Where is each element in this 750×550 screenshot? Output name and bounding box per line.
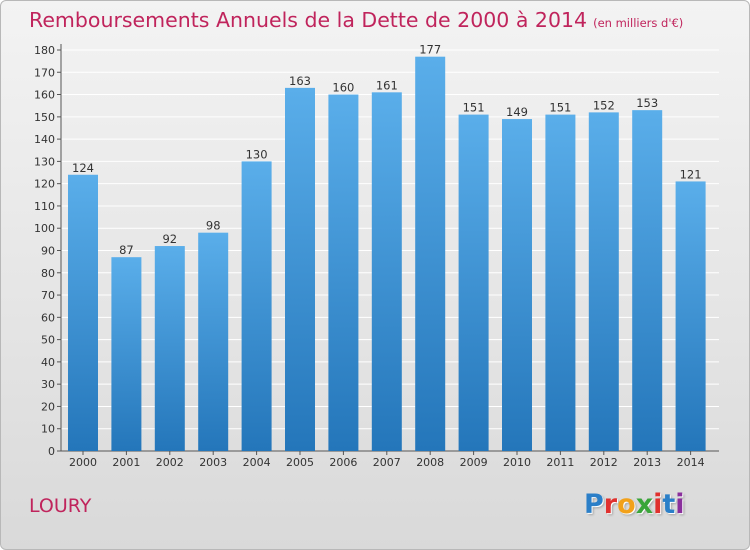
x-tick-label: 2001	[112, 456, 140, 469]
bar	[415, 56, 446, 451]
bar	[545, 114, 576, 451]
x-tick-label: 2000	[69, 456, 97, 469]
data-label: 160	[332, 81, 354, 95]
data-label: 161	[376, 78, 398, 92]
y-tick-label: 170	[34, 66, 55, 79]
data-label: 152	[593, 98, 615, 112]
bars	[68, 56, 706, 452]
y-tick-label: 100	[34, 222, 55, 235]
x-tick-label: 2010	[503, 456, 531, 469]
y-tick-label: 30	[41, 378, 55, 391]
y-tick-label: 20	[41, 400, 55, 413]
data-label: 98	[206, 219, 221, 233]
data-label: 130	[246, 147, 268, 161]
title-unit: (en milliers d'€)	[593, 16, 684, 30]
logo-letter: t	[662, 489, 676, 520]
data-label: 177	[419, 43, 441, 57]
data-label: 121	[680, 167, 702, 181]
x-tick-label: 2002	[156, 456, 184, 469]
bar	[241, 161, 272, 451]
data-label: 153	[636, 96, 658, 110]
y-tick-label: 140	[34, 133, 55, 146]
bar	[588, 112, 619, 451]
logo-letter: x	[635, 489, 654, 520]
x-tick-label: 2007	[373, 456, 401, 469]
bar	[632, 110, 663, 452]
x-tick-label: 2008	[416, 456, 444, 469]
y-tick-label: 150	[34, 111, 55, 124]
bar	[502, 119, 532, 452]
logo-letter: P	[584, 489, 604, 520]
data-label: 92	[162, 232, 177, 246]
x-tick-label: 2004	[243, 456, 271, 469]
x-tick-label: 2009	[460, 456, 488, 469]
logo-letter: i	[675, 489, 685, 520]
y-tick-label: 50	[41, 334, 55, 347]
data-label: 124	[72, 161, 94, 175]
x-tick-label: 2005	[286, 456, 314, 469]
y-tick-label: 70	[41, 289, 55, 302]
y-tick-label: 0	[48, 445, 55, 458]
data-labels: 124 87 92 98 130 163 160 161 177 151 149 151 152 153 1…	[72, 43, 702, 258]
x-tick-label: 2013	[633, 456, 661, 469]
bar	[154, 246, 185, 451]
y-tick-label: 130	[34, 155, 55, 168]
y-tick-label: 110	[34, 200, 55, 213]
data-label: 151	[463, 101, 485, 115]
bar	[68, 174, 98, 451]
bar	[111, 257, 142, 451]
data-label: 151	[549, 101, 571, 115]
y-tick-label: 180	[34, 44, 55, 57]
logo-letter: i	[653, 489, 663, 520]
logo-letter: o	[617, 489, 636, 520]
x-tick-label: 2003	[199, 456, 227, 469]
bar	[458, 114, 489, 451]
logo-letter: r	[603, 489, 618, 520]
data-label: 87	[119, 243, 134, 257]
x-tick-label: 2006	[329, 456, 357, 469]
commune-name: LOURY	[29, 495, 92, 517]
y-tick-label: 60	[41, 311, 55, 324]
y-tick-label: 160	[34, 89, 55, 102]
data-label: 163	[289, 74, 311, 88]
bar	[371, 92, 402, 452]
y-tick-label: 120	[34, 178, 55, 191]
x-tick-label: 2014	[677, 456, 705, 469]
bar	[285, 87, 315, 451]
y-tick-label: 90	[41, 245, 55, 258]
y-tick-label: 40	[41, 356, 55, 369]
x-tick-label: 2012	[590, 456, 618, 469]
bar	[328, 94, 359, 452]
data-label: 149	[506, 105, 528, 119]
x-tick-label: 2011	[546, 456, 574, 469]
y-tick-label: 10	[41, 423, 55, 436]
chart-title: Remboursements Annuels de la Dette de 20…	[29, 8, 683, 32]
proxiti-logo[interactable]: Proxiti	[584, 489, 685, 520]
bar	[675, 181, 706, 451]
y-tick-label: 80	[41, 267, 55, 280]
title-text: Remboursements Annuels de la Dette de 20…	[29, 8, 588, 32]
bar	[198, 232, 229, 451]
